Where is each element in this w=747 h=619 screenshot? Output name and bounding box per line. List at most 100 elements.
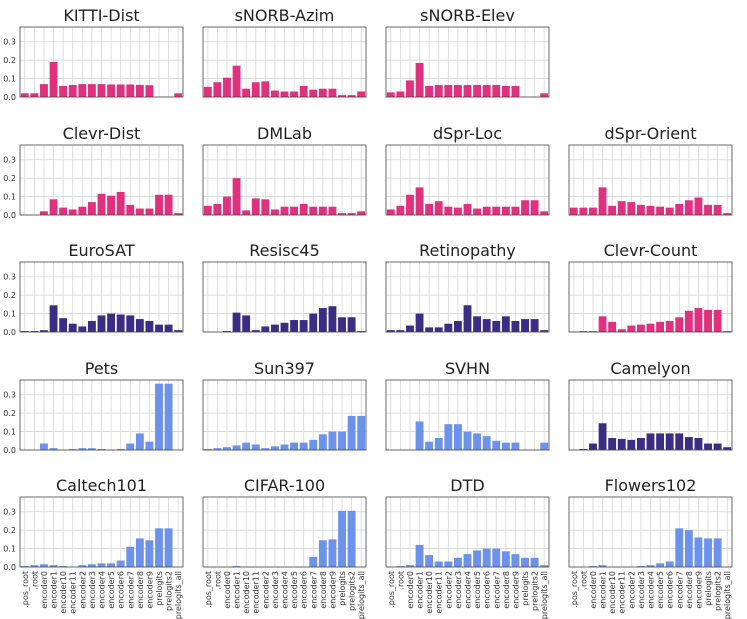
bar-encoder3: [87, 320, 96, 332]
bar-encoder6: [665, 433, 674, 450]
panel-clevr-dist: Clevr-Dist 0.0 0.1 0.2 0.3: [3, 124, 184, 220]
panel-dspr-orient: dSpr-Orient: [568, 124, 733, 216]
bar-encoder5: [290, 91, 299, 97]
x-tick-label: encoder7: [675, 571, 684, 609]
bar-encoder5: [107, 84, 116, 97]
bar-encoder3: [87, 564, 96, 567]
bar-encoder9: [328, 306, 337, 332]
x-tick-label: encoder3: [88, 571, 97, 609]
bar-encoder5: [473, 433, 482, 450]
x-tick-label: encoder8: [136, 571, 145, 609]
y-tick-label: 0.1: [3, 428, 16, 437]
x-tick-label: prelogits: [704, 571, 713, 606]
panel-eurosat: EuroSAT 0.0 0.1 0.2 0.3: [3, 241, 184, 337]
bar-encoder1: [415, 187, 424, 215]
panel-snorb-elev: sNORB-Elev: [385, 6, 550, 98]
x-tick-label: encoder9: [145, 571, 154, 609]
x-tick-label: .root: [396, 571, 405, 590]
x-tick-label: .pos_root: [21, 571, 30, 608]
bar-encoder5: [473, 85, 482, 97]
y-tick-label: 0.3: [3, 156, 16, 165]
x-tick-label: encoder2: [78, 571, 87, 609]
bar-encoder3: [453, 424, 462, 450]
y-tick-label: 0.3: [3, 273, 16, 282]
plot-frame: [385, 26, 550, 98]
panel-dspr-loc: dSpr-Loc: [385, 124, 550, 216]
bar-prelogits: [155, 324, 163, 332]
bar-encoder4: [463, 431, 472, 450]
bar-encoder10: [425, 203, 434, 215]
bar-encoder11: [251, 82, 260, 97]
x-tick-label: encoder7: [492, 571, 501, 609]
bar-encoder3: [636, 204, 645, 215]
bar-encoder9: [328, 88, 337, 97]
panel-dmlab: DMLab: [202, 124, 367, 216]
bar-root: [579, 331, 588, 332]
bar-encoder5: [107, 313, 116, 332]
bar-encoder0: [40, 330, 48, 332]
bar-encoder3: [636, 438, 645, 450]
bar-encoder4: [280, 91, 289, 97]
plot-frame: [19, 496, 184, 568]
plot-frame: [202, 144, 367, 216]
x-tick-label: encoder4: [98, 571, 107, 609]
bar-encoder1: [49, 448, 58, 450]
bar-encoder0: [589, 331, 597, 332]
x-tick-label: encoder0: [589, 571, 598, 609]
x-tick-label: encoder7: [126, 571, 135, 609]
y-tick-label: 0.3: [3, 38, 16, 47]
bar-prelogits: [704, 204, 712, 215]
x-tick-label: prelogits_all: [723, 571, 732, 619]
y-tick-label: 0.0: [3, 211, 16, 220]
panel-kitti-dist: KITTI-Dist 0.0 0.1 0.2 0.3: [3, 6, 184, 102]
bar-encoder9: [511, 85, 520, 97]
bar-encoder5: [473, 208, 482, 215]
bar-prelogits2: [347, 95, 356, 97]
bar-encoder3: [87, 84, 96, 97]
panel-sun397: Sun397: [202, 359, 367, 451]
bar-prelogits2: [164, 383, 173, 450]
bar-prelogits2: [713, 309, 722, 332]
bar-prelogits: [338, 431, 346, 450]
bar-encoder7: [492, 440, 501, 450]
bar-encoder1: [232, 566, 241, 567]
bar-encoder0: [40, 443, 48, 450]
bar-encoder4: [463, 305, 472, 332]
bar-encoder6: [482, 206, 491, 215]
bar-encoder7: [126, 315, 135, 332]
bar-encoder2: [627, 325, 636, 332]
bar-encoder11: [434, 327, 443, 332]
bar-encoder5: [473, 316, 482, 332]
bar-encoder7: [126, 204, 135, 215]
panel-svhn: SVHN: [385, 359, 550, 451]
bar-encoder0: [223, 77, 231, 97]
x-tick-label: encoder11: [618, 571, 627, 614]
bar-prelogits2: [347, 213, 356, 215]
bar-encoder6: [116, 191, 125, 215]
bar-encoder9: [145, 85, 154, 97]
bar-encoder1: [415, 62, 424, 97]
bar-pos_root: [203, 86, 212, 97]
bar-encoder10: [59, 566, 68, 567]
bar-prelogits: [155, 383, 163, 450]
x-tick-label: encoder1: [233, 571, 242, 609]
bar-encoder7: [309, 206, 318, 215]
panel-title: dSpr-Orient: [604, 124, 696, 143]
plot-frame: [19, 26, 184, 98]
bar-encoder11: [251, 330, 260, 332]
panel-title: Retinopathy: [419, 241, 516, 260]
bar-encoder5: [656, 433, 665, 450]
bar-pos_root: [20, 331, 29, 332]
x-tick-label: encoder10: [59, 571, 68, 614]
bar-encoder6: [482, 319, 491, 332]
bar-encoder2: [444, 206, 453, 215]
bar-encoder6: [299, 442, 308, 450]
x-tick-label: encoder5: [290, 571, 299, 609]
x-tick-label: encoder3: [271, 571, 280, 609]
bar-encoder8: [684, 437, 693, 450]
bar-encoder1: [415, 544, 424, 567]
bar-encoder0: [406, 565, 414, 567]
x-tick-label: encoder7: [309, 571, 318, 609]
bar-encoder6: [299, 203, 308, 215]
bar-encoder1: [232, 312, 241, 332]
